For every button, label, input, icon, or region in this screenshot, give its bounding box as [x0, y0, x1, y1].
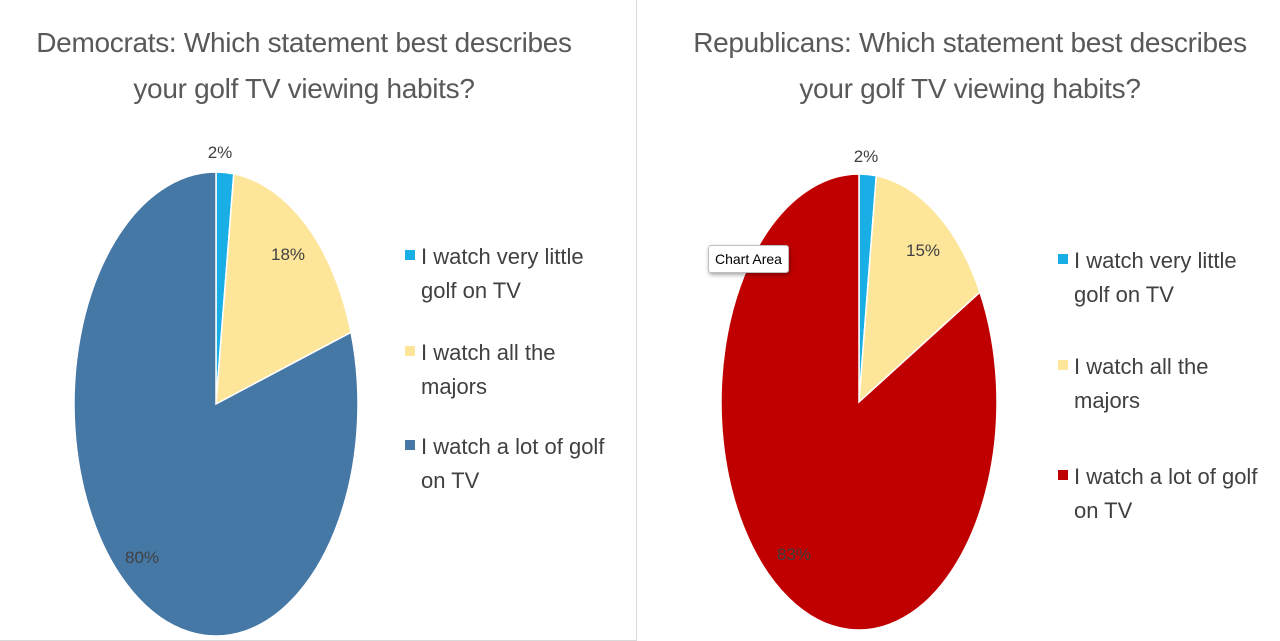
- chart-area-tooltip: Chart Area: [708, 245, 789, 273]
- data-label-majors: 15%: [906, 241, 940, 260]
- legend-item-very-little[interactable]: I watch very little golf on TV: [405, 240, 625, 310]
- pie-slice-majors[interactable]: [858, 174, 981, 404]
- pie-slice-a-lot[interactable]: [720, 173, 998, 631]
- legend-label: I watch very little golf on TV: [421, 244, 584, 303]
- data-label-very-little: 2%: [854, 147, 879, 166]
- data-label-a-lot: 83%: [777, 545, 811, 564]
- chart-title: Democrats: Which statement best describe…: [36, 27, 572, 104]
- legend-label: I watch a lot of golf on TV: [421, 434, 605, 493]
- republicans-pie-chart[interactable]: 2% 15% 83%: [650, 0, 1280, 640]
- pie-slice-a-lot[interactable]: [73, 171, 359, 637]
- democrats-chart-area[interactable]: Democrats: Which statement best describe…: [0, 0, 637, 641]
- legend-label: I watch a lot of golf on TV: [1074, 464, 1258, 523]
- legend-label: I watch all the majors: [421, 340, 556, 399]
- legend-swatch: [405, 346, 415, 356]
- legend-item-very-little[interactable]: I watch very little golf on TV: [1058, 244, 1268, 314]
- pie-slice-majors[interactable]: [215, 172, 352, 406]
- legend-swatch: [1058, 360, 1068, 370]
- republicans-chart-area[interactable]: Republicans: Which statement best descri…: [650, 0, 1280, 640]
- legend-swatch: [1058, 470, 1068, 480]
- democrats-pie-chart[interactable]: 2% 18% 80%: [0, 0, 636, 640]
- legend-label: I watch all the majors: [1074, 354, 1209, 413]
- legend-swatch: [1058, 254, 1068, 264]
- data-label-a-lot: 80%: [125, 548, 159, 567]
- data-label-majors: 18%: [271, 245, 305, 264]
- legend-label: I watch very little golf on TV: [1074, 248, 1237, 307]
- chart-title: Republicans: Which statement best descri…: [693, 27, 1247, 104]
- legend-swatch: [405, 250, 415, 260]
- data-label-very-little: 2%: [208, 143, 233, 162]
- legend-swatch: [405, 440, 415, 450]
